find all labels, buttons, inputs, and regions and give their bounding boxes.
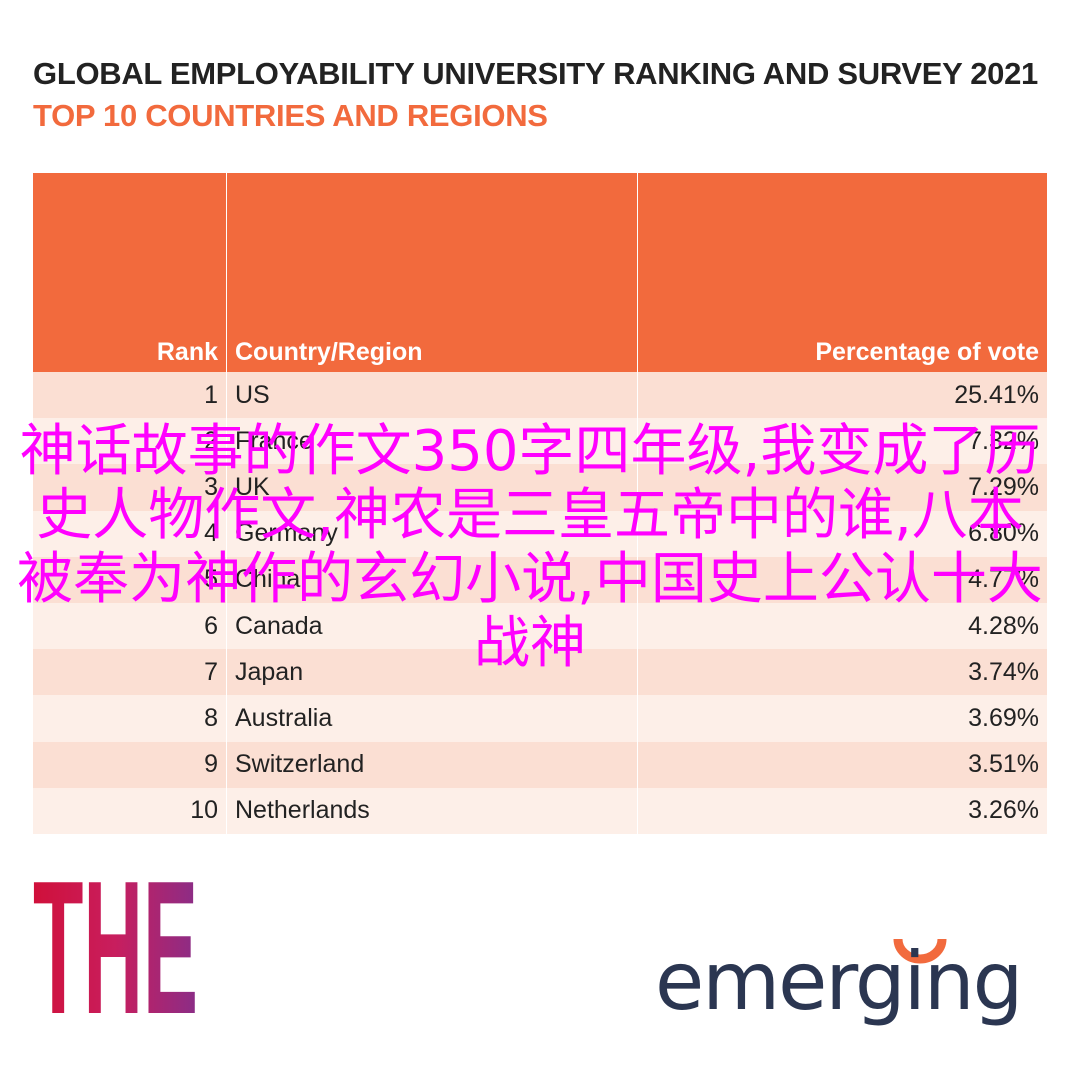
- table-cell: Japan: [226, 649, 638, 696]
- table-cell: Australia: [226, 695, 638, 742]
- table-cell: 9: [33, 741, 227, 788]
- column-header: Country/Region: [226, 173, 638, 372]
- table-cell: Canada: [226, 602, 638, 650]
- the-logo: THE: [33, 875, 198, 1020]
- table-cell: Netherlands: [226, 787, 638, 834]
- table-cell: 7.32%: [637, 418, 1047, 465]
- table-cell: 5: [33, 556, 227, 603]
- table-cell: 3: [33, 464, 227, 511]
- table-cell: 25.41%: [637, 372, 1047, 419]
- table-cell: Switzerland: [226, 741, 638, 788]
- table-cell: 7: [33, 649, 227, 696]
- the-logo-text: THE: [33, 875, 198, 1020]
- table-cell: UK: [226, 464, 638, 511]
- title: GLOBAL EMPLOYABILITY UNIVERSITY RANKING …: [33, 56, 1039, 91]
- table-cell: 7.29%: [637, 464, 1047, 511]
- ranking-table: Rank Country/Region Percentage of vote 1 US…: [33, 173, 1047, 834]
- column-header: Percentage of vote: [637, 173, 1047, 372]
- table-row: 6 Canada 4.28%: [33, 602, 1047, 650]
- table-cell: 1: [33, 372, 227, 419]
- table-cell: 3.26%: [637, 787, 1047, 834]
- table-row: 2 France 7.32%: [33, 418, 1047, 465]
- table-cell: 4.77%: [637, 556, 1047, 603]
- column-header: Rank: [33, 173, 227, 372]
- table-cell: 3.74%: [637, 649, 1047, 696]
- table-cell: 6.80%: [637, 510, 1047, 557]
- overlay-text: 神话故事的作文350字四年级,我变成了历史人物作文,神农是三皇五帝中的谁,八本被…: [17, 419, 1043, 676]
- table-cell: 4: [33, 510, 227, 557]
- subtitle: TOP 10 COUNTRIES AND REGIONS: [33, 98, 548, 133]
- table-row: 3 UK 7.29%: [33, 464, 1047, 511]
- table-cell: US: [226, 372, 638, 419]
- table-row: 10 Netherlands 3.26%: [33, 787, 1047, 834]
- table-row: 8 Australia 3.69%: [33, 695, 1047, 742]
- table-row: 7 Japan 3.74%: [33, 649, 1047, 696]
- emerging-logo: emerging: [655, 935, 1023, 1028]
- table-row: 9 Switzerland 3.51%: [33, 741, 1047, 788]
- table-cell: 2: [33, 418, 227, 465]
- table-cell: France: [226, 418, 638, 465]
- table-row: 1 US 25.41%: [33, 372, 1047, 419]
- table-cell: 3.51%: [637, 741, 1047, 788]
- table-cell: China: [226, 556, 638, 603]
- table-cell: Germany: [226, 510, 638, 557]
- table-cell: 6: [33, 602, 227, 650]
- logo-arc: [893, 938, 947, 964]
- table-cell: 3.69%: [637, 695, 1047, 742]
- table-row: 5 China 4.77%: [33, 556, 1047, 603]
- table-row: 4 Germany 6.80%: [33, 510, 1047, 557]
- table-cell: 8: [33, 695, 227, 742]
- table-cell: 4.28%: [637, 602, 1047, 650]
- table-cell: 10: [33, 787, 227, 834]
